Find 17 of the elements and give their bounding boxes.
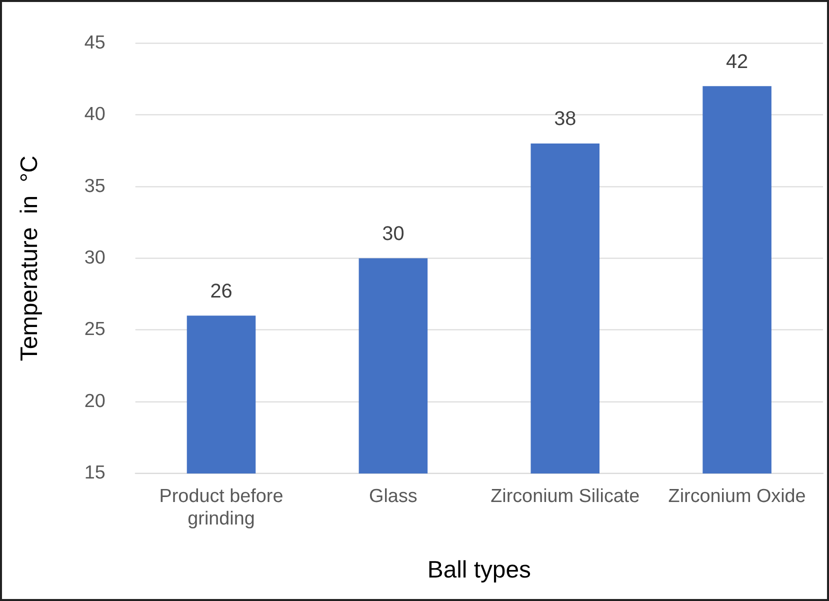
x-tick-label: Glass — [369, 486, 418, 507]
data-label: 26 — [210, 280, 232, 302]
y-tick-label: 45 — [84, 32, 106, 54]
y-axis-title: Temperature in °C — [16, 155, 43, 362]
x-tick-label: Zirconium Silicate — [490, 486, 640, 507]
y-tick-label: 25 — [84, 319, 106, 340]
y-tick-label: 35 — [84, 176, 106, 197]
x-tick-label: Product before grinding — [159, 486, 284, 530]
data-label: 38 — [554, 108, 576, 130]
y-tick-label: 30 — [84, 247, 106, 268]
x-tick-label: Zirconium Oxide — [668, 486, 806, 507]
data-label: 30 — [382, 222, 404, 245]
x-axis-title: Ball types — [427, 556, 531, 584]
y-tick-label: 15 — [84, 462, 106, 484]
y-tick-label: 40 — [84, 104, 106, 126]
y-tick-label: 20 — [84, 390, 106, 412]
data-label: 42 — [726, 50, 748, 73]
